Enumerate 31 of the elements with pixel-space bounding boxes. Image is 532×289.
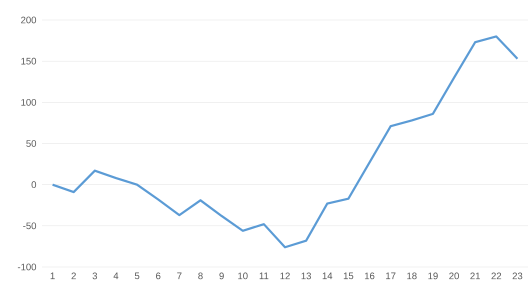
x-tick-label: 13 — [302, 272, 311, 280]
y-tick-label: 200 — [21, 16, 36, 24]
x-tick-label: 5 — [134, 272, 140, 280]
y-tick-label: 150 — [21, 58, 36, 65]
x-tick-label: 23 — [512, 272, 522, 280]
x-tick-label: 2 — [72, 272, 76, 280]
x-tick-label: 4 — [114, 272, 118, 280]
x-tick-label: 3 — [92, 272, 98, 280]
x-tick-label: 18 — [407, 272, 417, 280]
x-tick-label: 6 — [156, 272, 160, 280]
x-tick-label: 9 — [219, 272, 224, 280]
line-series — [51, 35, 519, 248]
y-tick-label: 0 — [32, 181, 36, 188]
x-tick-label: 14 — [322, 272, 332, 280]
y-tick-label: -100 — [18, 264, 36, 270]
y-tick-label: 100 — [21, 98, 36, 106]
x-tick-label: 16 — [364, 272, 374, 280]
x-tick-label: 1 — [50, 272, 55, 280]
x-tick-label: 21 — [470, 272, 480, 280]
x-tick-label: 19 — [428, 272, 438, 280]
x-tick-label: 7 — [177, 272, 182, 280]
x-tick-label: 10 — [238, 272, 248, 280]
x-tick-label: 20 — [449, 272, 459, 280]
x-tick-label: 8 — [198, 272, 203, 280]
x-tick-label: 15 — [344, 272, 354, 280]
x-tick-label: 11 — [260, 272, 268, 280]
y-tick-label: -50 — [23, 222, 36, 230]
x-tick-label: 12 — [280, 272, 290, 280]
x-tick-label: 22 — [492, 272, 502, 280]
x-tick-label: 17 — [386, 272, 396, 280]
y-tick-label: 50 — [26, 140, 36, 147]
